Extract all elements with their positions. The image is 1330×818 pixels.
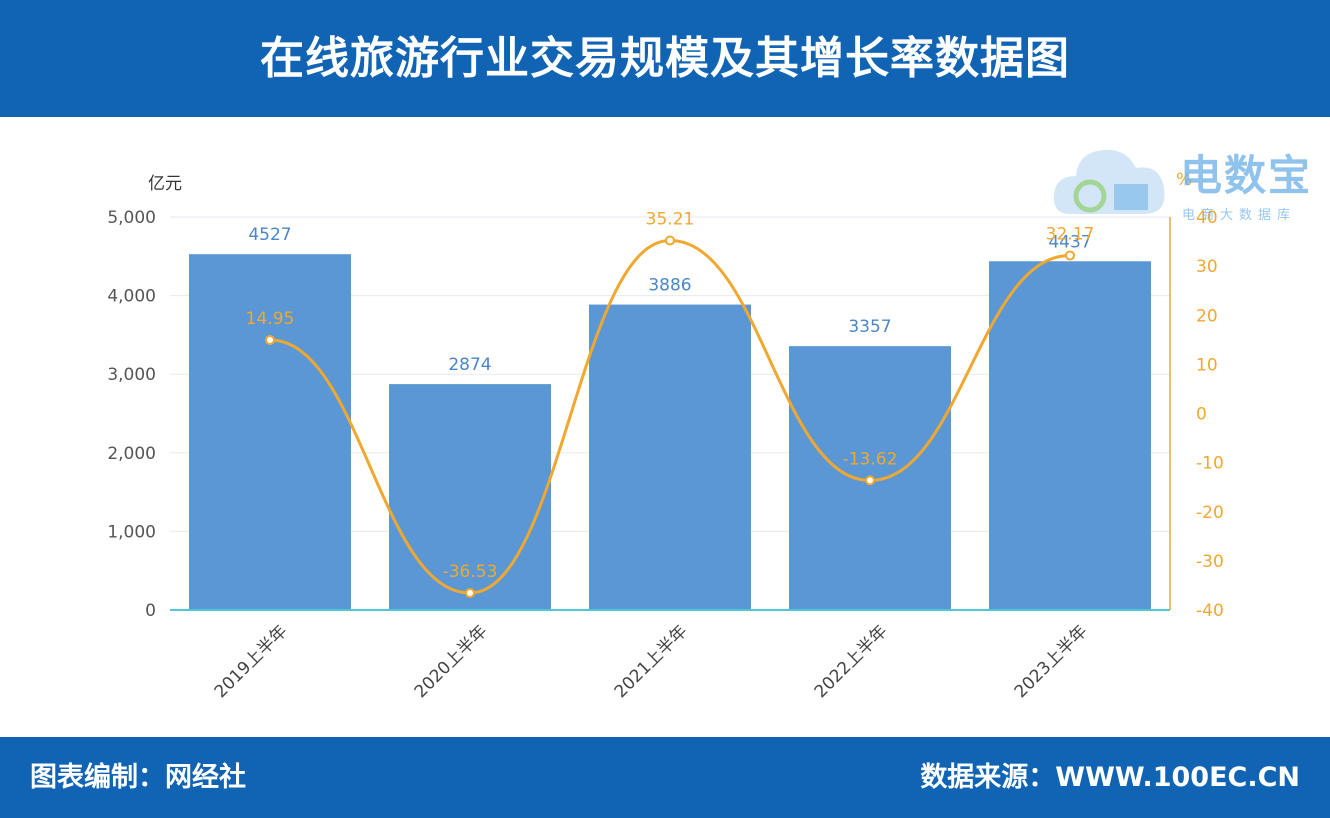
- y-tick-label: 4,000: [107, 287, 156, 307]
- line-point: [665, 235, 675, 246]
- watermark-brand: 电数宝: [1180, 151, 1313, 200]
- x-tick-label: 2019上半年: [211, 621, 292, 702]
- cloud-logo-icon: [1053, 149, 1165, 214]
- y-tick-label: 0: [145, 601, 156, 621]
- y-right-tick-label: 40: [1196, 208, 1218, 228]
- bar-data-label: 2874: [448, 355, 491, 375]
- line-point: [1065, 250, 1075, 261]
- y-tick-label: 2,000: [107, 444, 156, 464]
- line-data-label: 32.17: [1046, 224, 1095, 244]
- line-point: [265, 335, 275, 346]
- x-tick-label: 2021上半年: [611, 621, 692, 702]
- bar-data-label: 4437: [1048, 232, 1091, 252]
- line-data-label: 14.95: [246, 309, 295, 329]
- bar: [189, 254, 351, 610]
- y-axis-label: 亿元: [148, 174, 182, 194]
- growth-rate-line: [269, 239, 1071, 595]
- y-right-tick-label: 0: [1196, 405, 1207, 425]
- watermark: 电数宝 电商大数据库: [1050, 124, 1330, 234]
- page-title: 在线旅游行业交易规模及其增长率数据图: [260, 33, 1070, 84]
- header-banner: 在线旅游行业交易规模及其增长率数据图: [0, 0, 1330, 117]
- y-tick-label: 1,000: [107, 522, 156, 542]
- bar: [389, 384, 551, 610]
- bar: [589, 304, 751, 610]
- y-tick-label: 3,000: [107, 365, 156, 385]
- footer-source: 数据来源：WWW.100EC.CN: [920, 762, 1300, 793]
- line-data-label: 35.21: [646, 210, 695, 230]
- line-point: [865, 475, 875, 486]
- y-right-axis-label: %: [1176, 170, 1192, 190]
- line-data-label: -13.62: [843, 449, 898, 469]
- bar-data-label: 3886: [648, 276, 691, 296]
- y-right-tick-label: -30: [1196, 552, 1224, 572]
- line-point: [465, 587, 475, 598]
- y-right-tick-label: 10: [1196, 355, 1218, 375]
- bar: [989, 261, 1151, 610]
- line-data-label: -36.53: [443, 562, 498, 582]
- y-tick-label: 5,000: [107, 208, 156, 228]
- x-tick-label: 2022上半年: [811, 621, 892, 702]
- y-right-tick-label: -20: [1196, 503, 1224, 523]
- y-right-tick-label: -40: [1196, 601, 1224, 621]
- y-right-tick-label: -10: [1196, 454, 1224, 474]
- x-tick-label: 2023上半年: [1011, 621, 1092, 702]
- bar-data-label: 4527: [248, 225, 291, 245]
- watermark-sub: 电商大数据库: [1182, 208, 1297, 223]
- y-right-tick-label: 20: [1196, 306, 1218, 326]
- x-tick-label: 2020上半年: [411, 621, 492, 702]
- footer-banner: 图表编制：网经社 数据来源：WWW.100EC.CN: [0, 737, 1330, 818]
- chart: 0 1,000 2,000 3,000 4,000 5,000 -40 -30 -20 -10 0 1…: [107, 170, 1224, 702]
- bar-data-label: 3357: [848, 317, 891, 337]
- footer-compiler: 图表编制：网经社: [30, 762, 246, 793]
- y-right-tick-label: 30: [1196, 257, 1218, 277]
